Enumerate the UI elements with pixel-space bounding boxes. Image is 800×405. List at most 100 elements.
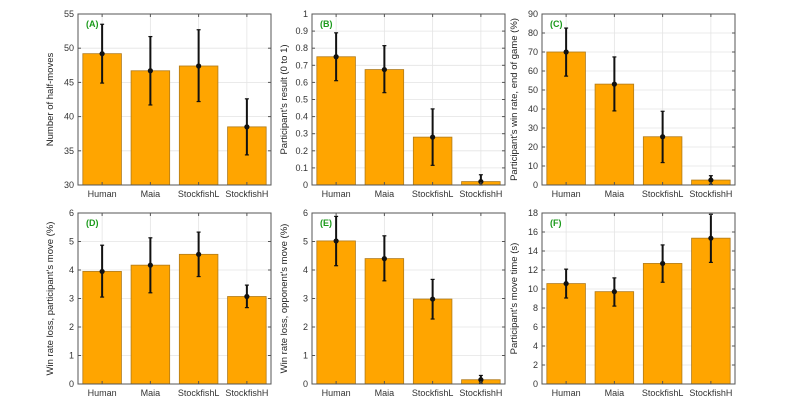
y-tick-label: 0.6 bbox=[295, 77, 308, 87]
bar-stockfishl bbox=[178, 253, 219, 385]
y-tick-label: 30 bbox=[528, 123, 538, 133]
y-tick-label: 14 bbox=[528, 246, 538, 256]
error-bar bbox=[381, 45, 387, 94]
panel-label: (C) bbox=[550, 19, 563, 29]
y-axis-label: Participant's win rate, end of game (%) bbox=[509, 18, 520, 181]
mean-point bbox=[563, 49, 569, 55]
error-bar bbox=[708, 213, 714, 263]
y-tick-label: 6 bbox=[303, 208, 308, 218]
error-bar bbox=[563, 27, 569, 77]
bar-human bbox=[546, 283, 586, 385]
axes-box bbox=[77, 212, 272, 385]
y-tick-label: 4 bbox=[303, 265, 308, 275]
y-axis-label: Participant's result (0 to 1) bbox=[279, 44, 290, 154]
y-tick-label: 16 bbox=[528, 227, 538, 237]
y-tick-label: 2 bbox=[533, 360, 538, 370]
mean-point bbox=[430, 296, 436, 302]
y-tick-label: 2 bbox=[69, 322, 74, 332]
error-bar bbox=[147, 237, 153, 294]
x-tick-label: StockfishL bbox=[642, 189, 684, 199]
error-bar bbox=[244, 98, 250, 156]
mean-point bbox=[381, 256, 387, 262]
mean-point bbox=[99, 268, 105, 275]
y-tick-label: 30 bbox=[64, 180, 74, 190]
x-tick-label: Maia bbox=[605, 388, 625, 398]
y-tick-label: 1 bbox=[69, 351, 74, 361]
y-tick-label: 3 bbox=[69, 294, 74, 304]
x-tick-label: Human bbox=[322, 388, 351, 398]
y-tick-label: 4 bbox=[69, 265, 74, 275]
subplot-d: 0 1 2 3 4 5 6 Human Maia StockfishL StockfishH Win … bbox=[45, 208, 272, 398]
y-tick-label: 0 bbox=[533, 180, 538, 190]
mean-point bbox=[708, 177, 714, 183]
error-bar bbox=[611, 56, 617, 112]
mean-point bbox=[660, 134, 666, 140]
y-tick-label: 10 bbox=[528, 161, 538, 171]
y-tick-label: 2 bbox=[303, 322, 308, 332]
y-tick-label: 0.5 bbox=[295, 95, 308, 105]
y-tick-label: 80 bbox=[528, 28, 538, 38]
y-tick-label: 1 bbox=[303, 9, 308, 19]
bar-stockfishh bbox=[227, 296, 267, 385]
y-tick-label: 0.3 bbox=[295, 129, 308, 139]
y-tick-label: 18 bbox=[528, 208, 538, 218]
error-bar bbox=[563, 268, 569, 299]
error-bar bbox=[244, 284, 250, 309]
y-tick-label: 0.1 bbox=[295, 163, 308, 173]
y-tick-label: 50 bbox=[528, 85, 538, 95]
x-tick-label: Maia bbox=[605, 189, 625, 199]
mean-point bbox=[147, 262, 153, 268]
y-tick-label: 0 bbox=[69, 379, 74, 389]
y-axis-label: Win rate loss, opponent's move (%) bbox=[279, 224, 290, 374]
y-tick-label: 45 bbox=[64, 77, 74, 87]
axes-box bbox=[311, 212, 506, 385]
error-bar bbox=[660, 244, 666, 283]
y-tick-label: 90 bbox=[528, 9, 538, 19]
mean-point bbox=[563, 280, 569, 287]
y-tick-label: 5 bbox=[69, 237, 74, 247]
x-tick-label: StockfishL bbox=[178, 189, 220, 199]
error-bar bbox=[333, 32, 339, 82]
x-tick-label: StockfishH bbox=[459, 189, 502, 199]
x-tick-label: Human bbox=[88, 388, 117, 398]
y-tick-label: 70 bbox=[528, 47, 538, 57]
x-tick-label: StockfishL bbox=[178, 388, 220, 398]
mean-point bbox=[381, 66, 387, 73]
y-tick-label: 1 bbox=[303, 351, 308, 361]
y-tick-label: 35 bbox=[64, 146, 74, 156]
y-tick-label: 6 bbox=[533, 322, 538, 332]
mean-point bbox=[611, 289, 617, 295]
y-tick-label: 5 bbox=[303, 237, 308, 247]
mean-point bbox=[99, 51, 105, 57]
mean-point bbox=[430, 134, 436, 140]
error-bar bbox=[99, 23, 105, 84]
error-bar bbox=[430, 108, 436, 166]
y-tick-label: 20 bbox=[528, 142, 538, 152]
error-bar bbox=[611, 277, 617, 307]
x-tick-label: Maia bbox=[141, 388, 161, 398]
mean-point bbox=[147, 68, 153, 74]
mean-point bbox=[611, 81, 617, 87]
y-tick-label: 10 bbox=[528, 284, 538, 294]
mean-point bbox=[333, 54, 339, 60]
error-bar bbox=[196, 231, 202, 278]
mean-point bbox=[333, 238, 339, 244]
x-tick-label: Maia bbox=[375, 388, 395, 398]
error-bar bbox=[196, 29, 202, 103]
error-bar bbox=[333, 215, 339, 267]
subplot-b: 0 0.1 0.2 0.3 0.4 0.5 0.6 0.7 0.8 0.9 1 Human Maia St… bbox=[279, 9, 506, 199]
mean-point bbox=[196, 251, 202, 257]
panel-label: (F) bbox=[550, 218, 562, 228]
subplot-a: 30 35 40 45 50 55 Human Maia StockfishL Stockfish… bbox=[45, 9, 272, 199]
axes-box bbox=[541, 13, 736, 186]
mean-point bbox=[478, 377, 484, 383]
x-tick-label: Human bbox=[552, 189, 581, 199]
mean-point bbox=[660, 260, 666, 267]
mean-point bbox=[244, 124, 250, 130]
x-tick-label: Maia bbox=[375, 189, 395, 199]
subplot-e: 0 1 2 3 4 5 6 Human Maia StockfishL StockfishH Win … bbox=[279, 208, 506, 398]
y-tick-label: 0 bbox=[533, 379, 538, 389]
panel-label: (D) bbox=[86, 218, 99, 228]
y-tick-label: 40 bbox=[528, 104, 538, 114]
y-tick-label: 0.7 bbox=[295, 60, 308, 70]
